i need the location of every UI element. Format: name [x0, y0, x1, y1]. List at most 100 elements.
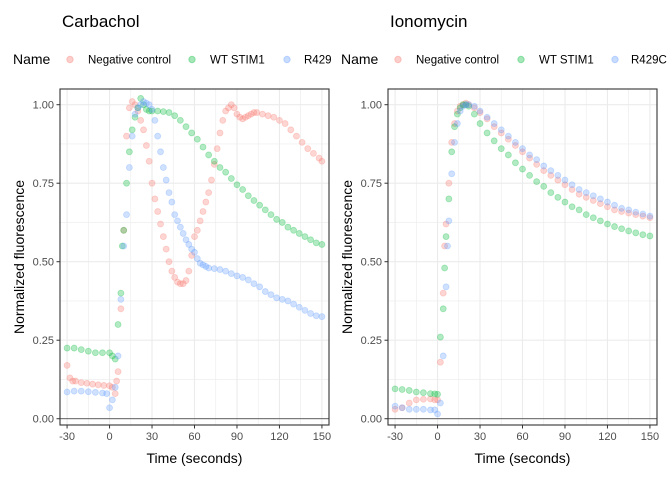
data-point	[295, 303, 303, 311]
data-point	[632, 229, 640, 237]
data-point	[219, 117, 227, 124]
data-point	[278, 295, 286, 303]
data-point	[83, 379, 91, 387]
data-point	[301, 233, 309, 240]
legend-key	[66, 55, 74, 64]
y-tick-label: 0.50	[33, 257, 54, 269]
data-point	[233, 110, 241, 118]
data-point	[123, 179, 130, 187]
legend: Name Negative control WT STIM1 R429	[13, 51, 332, 67]
data-point	[256, 201, 264, 209]
data-point	[451, 120, 458, 127]
data-point	[113, 377, 121, 385]
data-point	[611, 201, 618, 209]
data-point	[185, 241, 193, 248]
data-point	[625, 209, 633, 217]
data-point	[225, 104, 232, 112]
data-point	[398, 404, 406, 412]
data-point	[434, 396, 441, 404]
data-point	[114, 321, 122, 328]
data-point	[625, 206, 633, 214]
y-tick-label: 0.75	[33, 178, 54, 190]
data-point	[431, 396, 439, 404]
data-point	[196, 259, 204, 267]
data-point	[497, 126, 505, 134]
data-point	[63, 388, 71, 396]
data-point	[278, 219, 286, 226]
data-point	[114, 368, 122, 376]
data-point	[188, 245, 196, 253]
data-point	[281, 120, 289, 127]
data-point	[304, 145, 312, 153]
data-point	[519, 145, 526, 153]
data-point	[483, 115, 491, 123]
data-point	[202, 263, 210, 270]
data-point	[547, 171, 555, 179]
data-point	[290, 226, 298, 234]
data-point	[131, 110, 139, 118]
data-point	[63, 344, 71, 352]
series-1	[63, 95, 326, 363]
data-point	[188, 252, 196, 259]
data-point	[470, 102, 478, 110]
chart-title: Ionomycin	[390, 12, 467, 31]
data-point	[222, 168, 230, 176]
data-point	[476, 120, 484, 127]
data-point	[504, 132, 512, 140]
x-tick-label: -30	[59, 431, 75, 443]
data-point	[137, 95, 145, 102]
data-point	[120, 242, 128, 250]
data-point	[239, 186, 247, 193]
data-point	[307, 310, 314, 317]
x-tick-label: 90	[231, 431, 243, 443]
data-point	[589, 192, 597, 200]
data-point	[512, 159, 519, 167]
data-point	[273, 294, 281, 302]
data-point	[582, 189, 590, 197]
data-point	[123, 211, 130, 219]
data-point	[72, 377, 79, 385]
data-point	[84, 347, 92, 355]
data-point	[176, 280, 184, 288]
data-point	[162, 245, 170, 253]
data-point	[111, 390, 119, 398]
series-0	[391, 99, 654, 413]
data-point	[216, 164, 224, 171]
data-point	[575, 206, 583, 214]
data-point	[128, 98, 136, 105]
data-point	[412, 405, 420, 413]
x-tick-label: 60	[188, 431, 200, 443]
series-0	[63, 98, 326, 398]
data-point	[123, 132, 130, 140]
data-point	[157, 148, 164, 156]
data-point	[391, 405, 399, 413]
data-point	[618, 204, 626, 212]
data-point	[554, 171, 562, 179]
legend-key	[611, 55, 619, 64]
data-point	[70, 344, 78, 352]
panel-0: Carbachol Name Negative control WT STIM1 R42…	[11, 12, 332, 466]
legend-label: WT STIM1	[539, 55, 594, 67]
data-point	[145, 101, 153, 109]
x-tick-label: 60	[516, 431, 528, 443]
data-point	[168, 267, 176, 275]
data-point	[253, 109, 261, 116]
data-point	[159, 164, 167, 171]
data-point	[444, 242, 451, 250]
data-point	[470, 110, 478, 118]
data-point	[154, 107, 162, 115]
data-point	[512, 138, 519, 146]
data-point	[120, 226, 128, 234]
data-point	[242, 113, 249, 121]
data-point	[441, 264, 449, 272]
x-tick-label: 90	[559, 431, 571, 443]
data-point	[171, 274, 179, 281]
panel-1: Ionomycin Name Negative control WT STIM1 R42…	[339, 12, 667, 466]
grid	[388, 89, 657, 425]
legend-label: R429	[304, 55, 332, 67]
legend-key	[188, 55, 196, 64]
y-tick-label: 1.00	[361, 100, 382, 112]
data-point	[618, 208, 626, 215]
data-point	[125, 164, 133, 171]
